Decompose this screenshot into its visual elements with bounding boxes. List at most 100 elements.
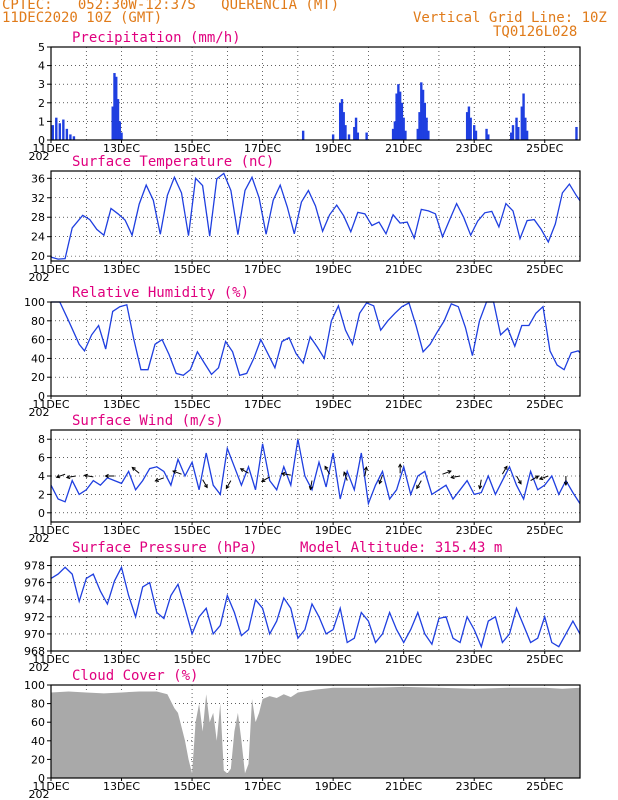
panel-frame xyxy=(50,46,581,141)
cloud-cover-area xyxy=(51,686,580,778)
y-tick-label: 24 xyxy=(31,231,45,244)
wind-arrow xyxy=(343,471,348,481)
y-tick-label: 976 xyxy=(24,577,45,590)
x-tick-label: 11DEC xyxy=(32,524,69,537)
x-tick-label: 25DEC xyxy=(526,263,563,276)
wind-arrow-head xyxy=(343,471,348,476)
header-left-line1: CPTEC: 052:30W-12:37S QUERENCIA (MT) xyxy=(2,0,340,13)
wind-arrow xyxy=(202,479,208,488)
precip-bar xyxy=(393,121,397,140)
y-tick-label: 100 xyxy=(24,296,45,309)
wind-arrow xyxy=(501,466,508,475)
wind-arrow xyxy=(539,475,549,480)
wind-arrow-head xyxy=(363,466,369,471)
precip-bar xyxy=(427,130,430,140)
x-tick-label: 23DEC xyxy=(456,653,493,666)
header-left-line2: 11DEC2020 10Z (GMT) xyxy=(2,10,163,26)
wind-arrow-head xyxy=(55,474,61,479)
precip-bar xyxy=(356,132,360,140)
y-tick-label: 32 xyxy=(31,192,45,205)
panel-title: Surface Temperature (nC) xyxy=(72,154,274,170)
wind-arrow-head xyxy=(83,473,88,478)
panel-frame xyxy=(50,556,581,652)
wind-arrow-head xyxy=(280,471,286,477)
x-tick-label: 13DEC xyxy=(103,142,140,155)
precip-bar xyxy=(400,102,404,140)
wind-arrow-head xyxy=(324,465,329,470)
precip-bar xyxy=(51,125,54,140)
x-tick-label: 23DEC xyxy=(456,398,493,411)
precip-bar xyxy=(485,128,488,140)
series-line-3 xyxy=(51,301,581,377)
precip-bar xyxy=(111,106,114,140)
x-tick-label: 19DEC xyxy=(315,780,352,793)
wind-arrow-head xyxy=(131,466,136,471)
x-tick-label: 17DEC xyxy=(244,524,281,537)
panel-1 xyxy=(47,46,581,143)
x-tick-label: 19DEC xyxy=(315,142,352,155)
wind-arrow xyxy=(66,475,76,479)
precip-bar xyxy=(404,130,407,140)
precip-bar xyxy=(511,125,515,140)
precip-bar xyxy=(72,136,76,140)
x-tick-label: 11DEC xyxy=(32,263,69,276)
panel-frame xyxy=(50,301,581,397)
x-tick-label: 21DEC xyxy=(385,142,422,155)
x-tick-label: 19DEC xyxy=(315,653,352,666)
wind-arrow xyxy=(56,473,66,478)
x-tick-label: 17DEC xyxy=(244,398,281,411)
x-tick-label: 11DEC xyxy=(32,653,69,666)
x-tick-label: 15DEC xyxy=(174,780,211,793)
wind-arrow-head xyxy=(563,481,569,487)
header-right-line2: TQ0126L028 xyxy=(493,24,578,40)
precip-bar xyxy=(469,117,472,140)
precip-bar xyxy=(354,117,358,140)
precip-bar xyxy=(420,82,423,140)
x-year-label: 202 xyxy=(29,406,50,419)
x-tick-label: 11DEC xyxy=(32,398,69,411)
series-line-5 xyxy=(50,565,581,649)
precip-bar xyxy=(353,126,356,140)
panel-title: Surface Pressure (hPa) xyxy=(72,540,257,556)
wind-arrow-head xyxy=(104,473,109,479)
precip-bar xyxy=(398,91,402,140)
wind-arrow xyxy=(516,475,522,485)
precip-bar xyxy=(474,130,478,140)
y-tick-label: 80 xyxy=(31,698,45,711)
precip-bar xyxy=(524,117,527,140)
y-tick-label: 20 xyxy=(31,753,45,766)
y-tick-label: 60 xyxy=(31,334,45,347)
wind-arrow xyxy=(378,474,383,484)
wind-arrow-head xyxy=(65,474,71,480)
x-tick-label: 15DEC xyxy=(174,653,211,666)
panel-title: Precipitation (mm/h) xyxy=(72,30,241,46)
x-tick-label: 21DEC xyxy=(385,398,422,411)
wind-arrow xyxy=(261,476,270,482)
y-tick-label: 0 xyxy=(38,772,45,785)
precip-bar xyxy=(487,134,490,140)
wind-arrow-head xyxy=(416,484,421,490)
wind-arrow-head xyxy=(450,474,455,480)
precip-bar xyxy=(520,106,524,140)
x-tick-label: 15DEC xyxy=(174,398,211,411)
precip-bar xyxy=(467,106,471,140)
precip-bar xyxy=(65,128,69,140)
series-line-2 xyxy=(50,172,581,260)
y-tick-label: 8 xyxy=(38,433,45,446)
x-year-label: 202 xyxy=(29,661,50,674)
wind-arrow-head xyxy=(154,477,159,482)
precip-bar xyxy=(525,130,529,140)
wind-arrow xyxy=(172,470,182,475)
y-tick-label: 2 xyxy=(38,97,45,110)
wind-arrow xyxy=(309,480,313,490)
precip-bar xyxy=(473,125,476,140)
x-tick-label: 25DEC xyxy=(526,780,563,793)
precip-bar xyxy=(575,126,578,140)
x-year-label: 202 xyxy=(29,271,50,284)
precip-bar xyxy=(69,134,72,140)
x-tick-label: 19DEC xyxy=(315,398,352,411)
x-tick-label: 11DEC xyxy=(32,142,69,155)
wind-arrow xyxy=(84,474,94,478)
y-tick-label: 972 xyxy=(24,611,45,624)
y-tick-label: 20 xyxy=(31,371,45,384)
